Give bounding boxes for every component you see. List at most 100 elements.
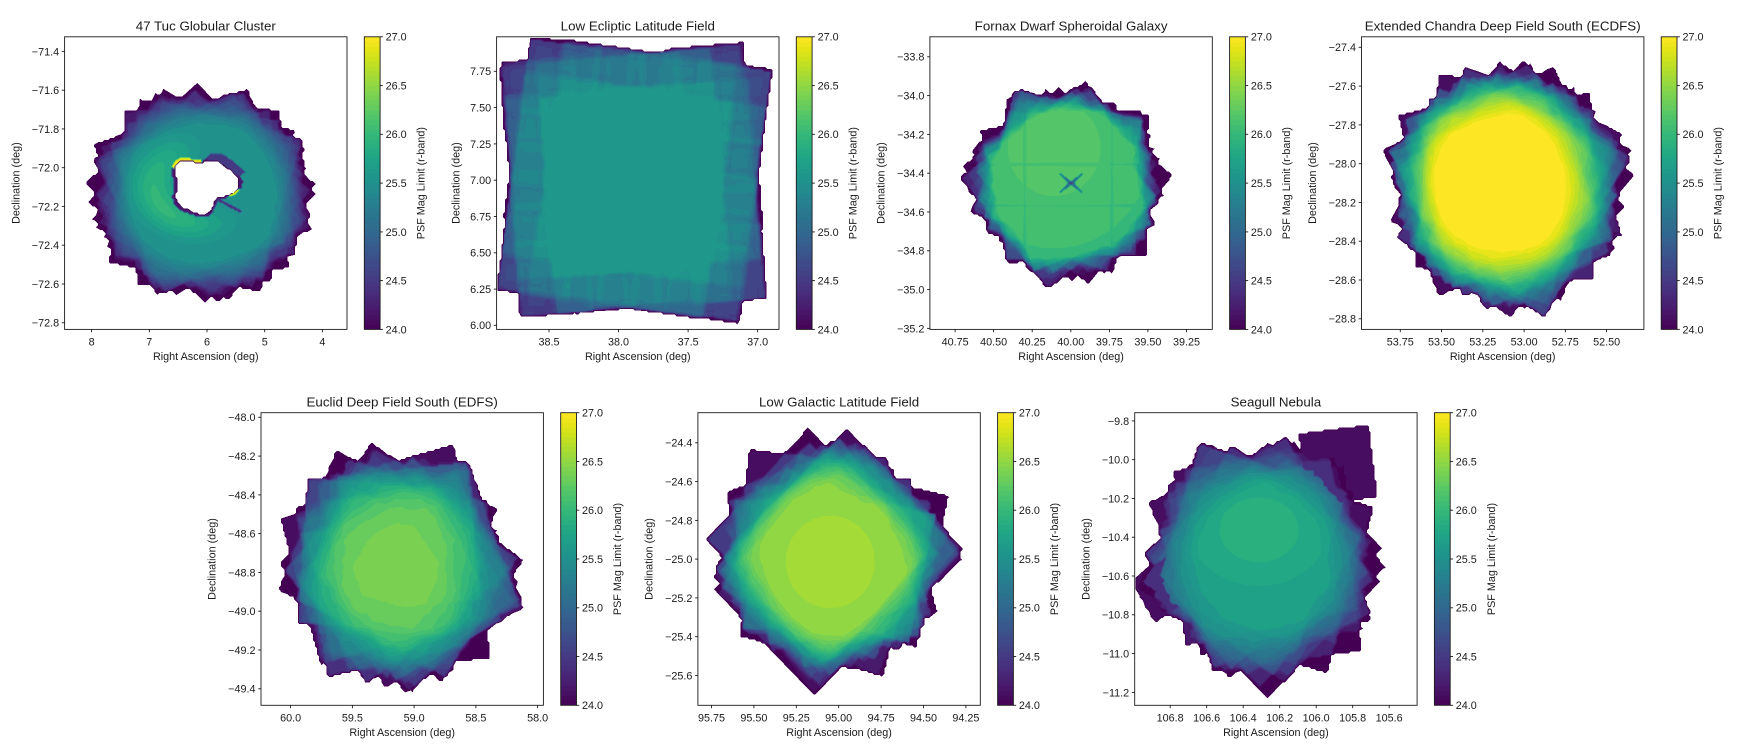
svg-text:Euclid Deep Field South (EDFS): Euclid Deep Field South (EDFS) — [307, 395, 498, 410]
svg-text:−25.2: −25.2 — [665, 593, 692, 605]
svg-text:24.0: 24.0 — [1683, 324, 1704, 336]
svg-text:−25.6: −25.6 — [665, 670, 692, 682]
svg-text:27.0: 27.0 — [582, 408, 603, 420]
svg-text:58.0: 58.0 — [527, 712, 548, 724]
svg-text:−48.0: −48.0 — [228, 412, 255, 424]
svg-text:−71.8: −71.8 — [32, 124, 59, 136]
svg-text:−10.4: −10.4 — [1102, 532, 1129, 544]
svg-text:27.0: 27.0 — [818, 32, 839, 44]
svg-text:−28.8: −28.8 — [1329, 314, 1356, 326]
svg-text:−24.6: −24.6 — [665, 477, 692, 489]
svg-text:26.5: 26.5 — [1456, 456, 1477, 468]
svg-text:−72.8: −72.8 — [32, 318, 59, 330]
svg-text:−24.8: −24.8 — [665, 515, 692, 527]
svg-text:95.25: 95.25 — [783, 712, 810, 724]
svg-text:27.0: 27.0 — [1251, 32, 1272, 44]
svg-text:−27.8: −27.8 — [1329, 120, 1356, 132]
svg-text:25.5: 25.5 — [1683, 178, 1704, 190]
svg-text:Right Ascension (deg): Right Ascension (deg) — [153, 351, 259, 363]
svg-text:24.5: 24.5 — [386, 276, 407, 288]
svg-text:25.5: 25.5 — [1019, 554, 1040, 566]
svg-text:−10.0: −10.0 — [1102, 455, 1129, 467]
svg-text:26.0: 26.0 — [1456, 505, 1477, 517]
svg-text:−49.0: −49.0 — [228, 606, 255, 618]
svg-text:PSF Mag Limit (r-band): PSF Mag Limit (r-band) — [612, 503, 624, 615]
svg-text:−34.2: −34.2 — [897, 129, 924, 141]
svg-text:Right Ascension (deg): Right Ascension (deg) — [1018, 351, 1124, 363]
svg-text:Declination (deg): Declination (deg) — [876, 142, 888, 224]
svg-text:−27.6: −27.6 — [1329, 81, 1356, 93]
svg-text:25.0: 25.0 — [818, 227, 839, 239]
svg-text:Extended Chandra Deep Field So: Extended Chandra Deep Field South (ECDFS… — [1365, 19, 1641, 34]
svg-text:Fornax Dwarf Spheroidal Galaxy: Fornax Dwarf Spheroidal Galaxy — [975, 19, 1168, 34]
svg-text:52.50: 52.50 — [1593, 336, 1620, 348]
svg-text:58.5: 58.5 — [465, 712, 486, 724]
svg-text:7: 7 — [146, 336, 152, 348]
svg-text:Low Galactic Latitude Field: Low Galactic Latitude Field — [759, 395, 919, 410]
svg-text:26.0: 26.0 — [818, 129, 839, 141]
svg-text:95.50: 95.50 — [740, 712, 767, 724]
svg-text:−10.8: −10.8 — [1102, 610, 1129, 622]
svg-text:25.5: 25.5 — [1251, 178, 1272, 190]
svg-text:PSF Mag Limit (r-band): PSF Mag Limit (r-band) — [1049, 503, 1061, 615]
svg-text:−48.6: −48.6 — [228, 529, 255, 541]
svg-text:Seagull Nebula: Seagull Nebula — [1231, 395, 1322, 410]
svg-text:Right Ascension (deg): Right Ascension (deg) — [1223, 727, 1329, 739]
svg-text:−9.8: −9.8 — [1108, 416, 1129, 428]
svg-text:24.5: 24.5 — [1019, 651, 1040, 663]
svg-text:Declination (deg): Declination (deg) — [450, 142, 462, 224]
svg-text:26.5: 26.5 — [1683, 81, 1704, 93]
svg-text:7.75: 7.75 — [470, 66, 491, 78]
svg-text:Declination (deg): Declination (deg) — [644, 518, 656, 600]
svg-text:25.5: 25.5 — [582, 554, 603, 566]
svg-text:26.0: 26.0 — [1019, 505, 1040, 517]
svg-text:−34.8: −34.8 — [897, 246, 924, 258]
svg-text:PSF Mag Limit (r-band): PSF Mag Limit (r-band) — [1281, 127, 1293, 239]
svg-text:−11.2: −11.2 — [1103, 687, 1130, 699]
svg-text:7.25: 7.25 — [470, 139, 491, 151]
svg-text:53.75: 53.75 — [1387, 336, 1414, 348]
svg-text:40.00: 40.00 — [1057, 336, 1084, 348]
svg-text:Low Ecliptic Latitude Field: Low Ecliptic Latitude Field — [561, 19, 715, 34]
svg-text:−25.0: −25.0 — [665, 554, 692, 566]
svg-text:60.0: 60.0 — [280, 712, 301, 724]
svg-text:−72.2: −72.2 — [32, 201, 59, 213]
svg-text:24.0: 24.0 — [818, 324, 839, 336]
svg-text:7.00: 7.00 — [470, 175, 491, 187]
svg-text:40.25: 40.25 — [1019, 336, 1046, 348]
svg-text:−27.4: −27.4 — [1329, 42, 1356, 54]
svg-text:106.2: 106.2 — [1266, 712, 1293, 724]
svg-text:Declination (deg): Declination (deg) — [207, 518, 219, 600]
svg-text:24.5: 24.5 — [818, 276, 839, 288]
svg-text:59.0: 59.0 — [404, 712, 425, 724]
svg-text:5: 5 — [262, 336, 268, 348]
svg-text:PSF Mag Limit (r-band): PSF Mag Limit (r-band) — [1486, 503, 1498, 615]
svg-text:Right Ascension (deg): Right Ascension (deg) — [349, 727, 455, 739]
svg-text:7.50: 7.50 — [470, 103, 491, 115]
svg-text:25.5: 25.5 — [818, 178, 839, 190]
svg-text:95.75: 95.75 — [698, 712, 725, 724]
svg-text:−49.4: −49.4 — [228, 684, 255, 696]
svg-text:Right Ascension (deg): Right Ascension (deg) — [585, 351, 691, 363]
svg-text:25.0: 25.0 — [1456, 603, 1477, 615]
svg-text:106.8: 106.8 — [1157, 712, 1184, 724]
svg-text:6: 6 — [204, 336, 210, 348]
svg-text:−34.4: −34.4 — [897, 168, 924, 180]
svg-text:37.0: 37.0 — [747, 336, 768, 348]
svg-text:24.0: 24.0 — [582, 700, 603, 712]
svg-text:26.0: 26.0 — [386, 129, 407, 141]
svg-text:40.75: 40.75 — [942, 336, 969, 348]
svg-text:Declination (deg): Declination (deg) — [1080, 518, 1092, 600]
svg-text:6.25: 6.25 — [470, 284, 491, 296]
svg-text:59.5: 59.5 — [342, 712, 363, 724]
svg-text:24.5: 24.5 — [1456, 651, 1477, 663]
svg-text:6.75: 6.75 — [470, 211, 491, 223]
svg-text:−72.0: −72.0 — [32, 163, 59, 175]
svg-text:94.50: 94.50 — [910, 712, 937, 724]
svg-text:53.25: 53.25 — [1469, 336, 1496, 348]
svg-text:95.00: 95.00 — [825, 712, 852, 724]
svg-text:−35.0: −35.0 — [897, 285, 924, 297]
svg-text:25.0: 25.0 — [582, 603, 603, 615]
svg-text:−48.2: −48.2 — [228, 451, 255, 463]
svg-text:26.0: 26.0 — [1683, 129, 1704, 141]
